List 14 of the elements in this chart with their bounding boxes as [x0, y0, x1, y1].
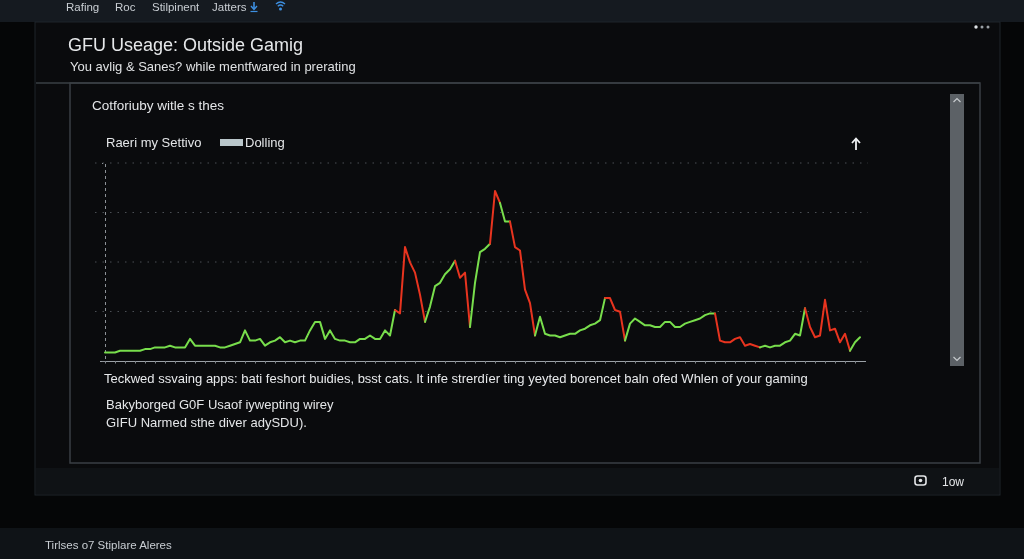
text: Stilpinent	[152, 1, 201, 13]
text: Jatters	[212, 1, 247, 13]
text: Tirlses o7 Stiplare Aleres	[45, 539, 173, 551]
text: GIFU Narmed sthe diver adySDU).	[106, 415, 307, 430]
chart-title: GFU Useage: Outside Gamig	[68, 35, 304, 55]
text: Rafing	[66, 1, 100, 13]
text: Raeri my Settivo	[106, 135, 202, 150]
text: Teckwed ssvaing apps: bati feshort buidies, bsst cats. It infe strerdíer ting yeyted borencet baln ofed Whlen of your gaming	[104, 371, 808, 386]
text: 1ow	[942, 475, 965, 489]
text: Roc	[115, 1, 136, 13]
chart-subtitle: You avlig & Sanes? while mentfwared in prerating	[70, 59, 356, 74]
text: Cotforiuby witle s thes	[92, 98, 225, 113]
text: Bakyborged G0F Usaof iywepting wirey	[106, 397, 335, 412]
text: Dolling	[245, 135, 285, 150]
